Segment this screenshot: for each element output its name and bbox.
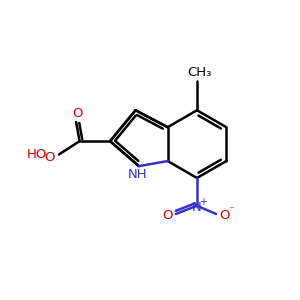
Text: O: O: [44, 152, 55, 164]
Text: CH₃: CH₃: [188, 65, 212, 79]
Text: O: O: [72, 107, 83, 120]
Text: HO: HO: [27, 148, 47, 161]
Text: N: N: [192, 201, 202, 214]
Text: O: O: [162, 209, 173, 222]
Text: O: O: [219, 209, 230, 222]
Text: +: +: [200, 197, 208, 207]
Text: ⁻: ⁻: [229, 206, 234, 215]
Text: NH: NH: [128, 168, 147, 181]
